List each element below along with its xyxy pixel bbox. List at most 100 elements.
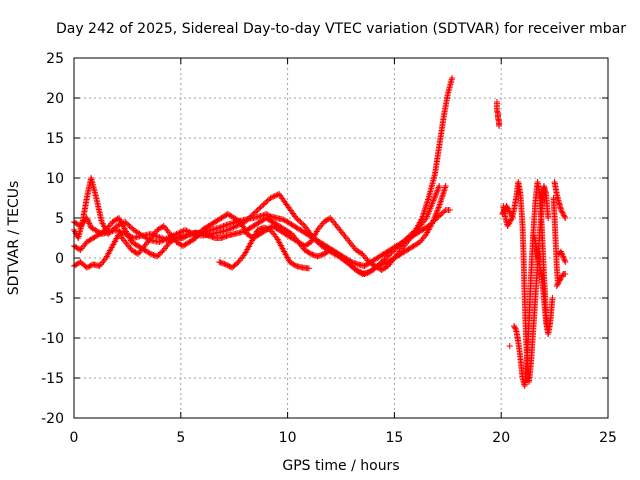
data-point <box>179 228 186 235</box>
series-track-15 <box>550 195 561 285</box>
y-tick-labels: -20 -15 -10 -5 0 5 10 15 20 25 <box>41 51 64 427</box>
data-point <box>314 239 321 245</box>
data-point <box>220 223 227 229</box>
data-point <box>509 213 516 220</box>
data-point <box>507 211 514 217</box>
data-point <box>431 214 438 221</box>
data-point <box>503 203 510 209</box>
data-point <box>105 231 112 237</box>
data-point <box>177 229 184 235</box>
data-point <box>155 233 162 240</box>
data-point <box>293 215 300 221</box>
data-point <box>163 235 170 242</box>
data-point <box>496 123 503 129</box>
data-point <box>562 215 569 221</box>
data-point <box>433 210 440 217</box>
series-track-10 <box>506 343 513 349</box>
data-point <box>247 213 254 220</box>
y-tick-label: 25 <box>46 51 64 67</box>
data-point <box>391 247 398 253</box>
data-point <box>506 220 513 227</box>
chart-title: Day 242 of 2025, Sidereal Day-to-day VTE… <box>56 21 626 37</box>
data-point <box>219 223 226 230</box>
series-track-4 <box>71 183 443 273</box>
data-point <box>433 190 440 197</box>
data-point <box>83 264 90 271</box>
data-point <box>558 207 565 213</box>
data-point <box>553 283 560 289</box>
data-point <box>438 211 445 217</box>
data-point <box>562 271 569 277</box>
data-point <box>504 204 511 211</box>
data-point <box>260 201 267 208</box>
x-tick-label: 5 <box>176 430 185 446</box>
data-point <box>256 205 263 212</box>
data-point <box>545 331 552 337</box>
data-point <box>298 220 305 227</box>
data-point <box>435 205 442 212</box>
data-point <box>156 250 163 257</box>
data-point <box>86 221 93 228</box>
data-point <box>233 223 240 229</box>
data-point <box>430 197 437 204</box>
data-point <box>113 223 120 229</box>
data-point <box>561 257 568 264</box>
data-point <box>250 211 257 217</box>
data-point <box>76 246 83 253</box>
data-point <box>561 213 568 220</box>
series-track-3 <box>71 183 449 277</box>
data-point <box>257 204 264 211</box>
data-point <box>558 275 565 281</box>
data-point <box>434 207 441 214</box>
data-point <box>86 220 93 227</box>
data-point <box>433 188 440 195</box>
data-point <box>442 183 449 189</box>
data-point <box>159 248 166 255</box>
data-point <box>159 237 166 244</box>
data-point <box>446 207 453 213</box>
data-point <box>499 209 506 216</box>
data-point <box>157 238 164 245</box>
data-point <box>223 262 230 269</box>
data-point <box>506 208 513 215</box>
data-point <box>558 208 565 215</box>
data-point <box>434 187 441 194</box>
y-tick-label: 15 <box>46 131 64 147</box>
x-axis-label: GPS time / hours <box>282 458 399 474</box>
y-axis-label: SDTVAR / TECUs <box>6 181 22 296</box>
data-point <box>246 215 253 221</box>
data-point <box>176 229 183 236</box>
data-point <box>270 193 277 200</box>
data-point <box>504 223 511 229</box>
data-point <box>435 204 442 211</box>
data-point <box>384 253 391 260</box>
data-point <box>500 208 507 215</box>
data-point <box>430 217 437 224</box>
data-point <box>85 219 92 226</box>
data-point <box>271 193 278 199</box>
data-point <box>511 323 518 329</box>
y-tick-label: 20 <box>46 91 64 107</box>
data-point <box>394 244 401 251</box>
data-point <box>449 75 456 81</box>
data-point <box>512 325 519 332</box>
data-point <box>326 215 333 222</box>
data-point <box>182 227 189 233</box>
data-point <box>432 191 439 198</box>
data-point <box>224 227 231 233</box>
data-point <box>561 256 568 263</box>
data-point <box>264 197 271 204</box>
data-point <box>306 250 313 257</box>
data-point <box>387 251 394 257</box>
data-point <box>226 226 233 233</box>
data-point <box>185 231 192 238</box>
data-point <box>227 225 234 232</box>
data-point <box>109 227 116 233</box>
data-point <box>244 216 251 223</box>
data-point <box>85 263 92 270</box>
data-point <box>545 215 552 221</box>
data-point <box>504 205 511 212</box>
data-point <box>156 239 163 245</box>
data-point <box>221 222 228 229</box>
y-tick-label: -20 <box>41 411 64 427</box>
